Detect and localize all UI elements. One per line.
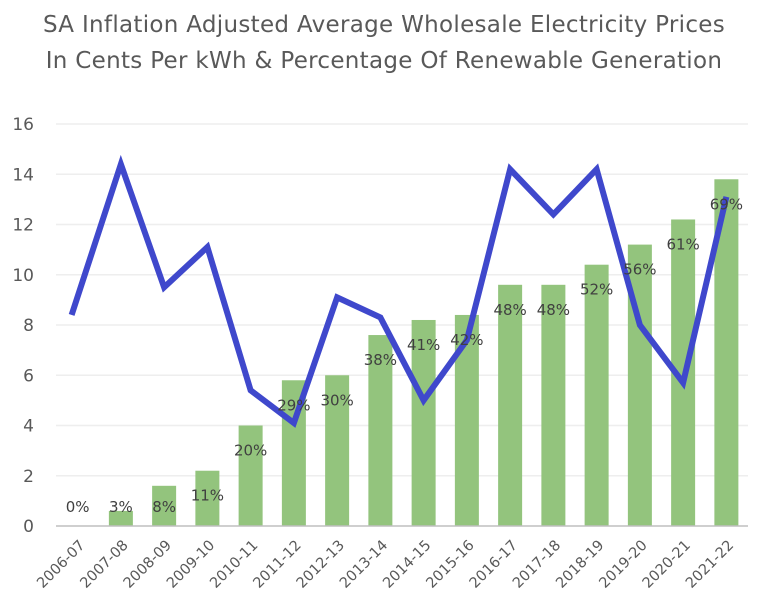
bar-data-label: 29%: [277, 396, 310, 414]
bar: [368, 335, 393, 526]
y-tick-label: 12: [12, 216, 34, 236]
y-tick-label: 8: [23, 316, 34, 336]
bar-data-label: 20%: [234, 442, 267, 460]
bar: [411, 319, 436, 526]
bar: [152, 485, 177, 526]
bar: [541, 284, 566, 526]
chart-title: SA Inflation Adjusted Average Wholesale …: [42, 12, 725, 38]
bar-data-label: 42%: [450, 331, 483, 349]
bar-data-label: 52%: [580, 281, 613, 299]
y-tick-label: 10: [12, 266, 34, 286]
bar: [108, 510, 133, 526]
bar-data-label: 48%: [493, 301, 526, 319]
bar-data-label: 61%: [666, 235, 699, 253]
bar-data-label: 30%: [320, 391, 353, 409]
bar: [498, 284, 523, 526]
bar-data-label: 48%: [537, 301, 570, 319]
bar-data-label: 41%: [407, 336, 440, 354]
bar-data-label: 56%: [623, 261, 656, 279]
bar-data-label: 3%: [109, 498, 133, 516]
x-tick-label: 2021-22: [683, 538, 737, 592]
price-line: [68, 154, 730, 428]
bar: [325, 375, 350, 526]
bar-data-label: 11%: [191, 487, 224, 505]
bar-data-label: 0%: [66, 498, 90, 516]
y-tick-label: 2: [23, 467, 34, 487]
y-tick-label: 4: [23, 417, 34, 437]
y-tick-label: 14: [12, 165, 34, 185]
chart-subtitle: In Cents Per kWh & Percentage Of Renewab…: [45, 48, 723, 74]
bar-data-label: 69%: [710, 195, 743, 213]
y-tick-label: 0: [23, 517, 34, 537]
bar-data-label: 38%: [364, 351, 397, 369]
bar: [195, 470, 220, 526]
y-tick-label: 16: [12, 115, 34, 135]
bar: [238, 425, 263, 526]
bar: [584, 264, 609, 526]
bar-data-label: 8%: [152, 498, 176, 516]
y-tick-label: 6: [23, 366, 34, 386]
